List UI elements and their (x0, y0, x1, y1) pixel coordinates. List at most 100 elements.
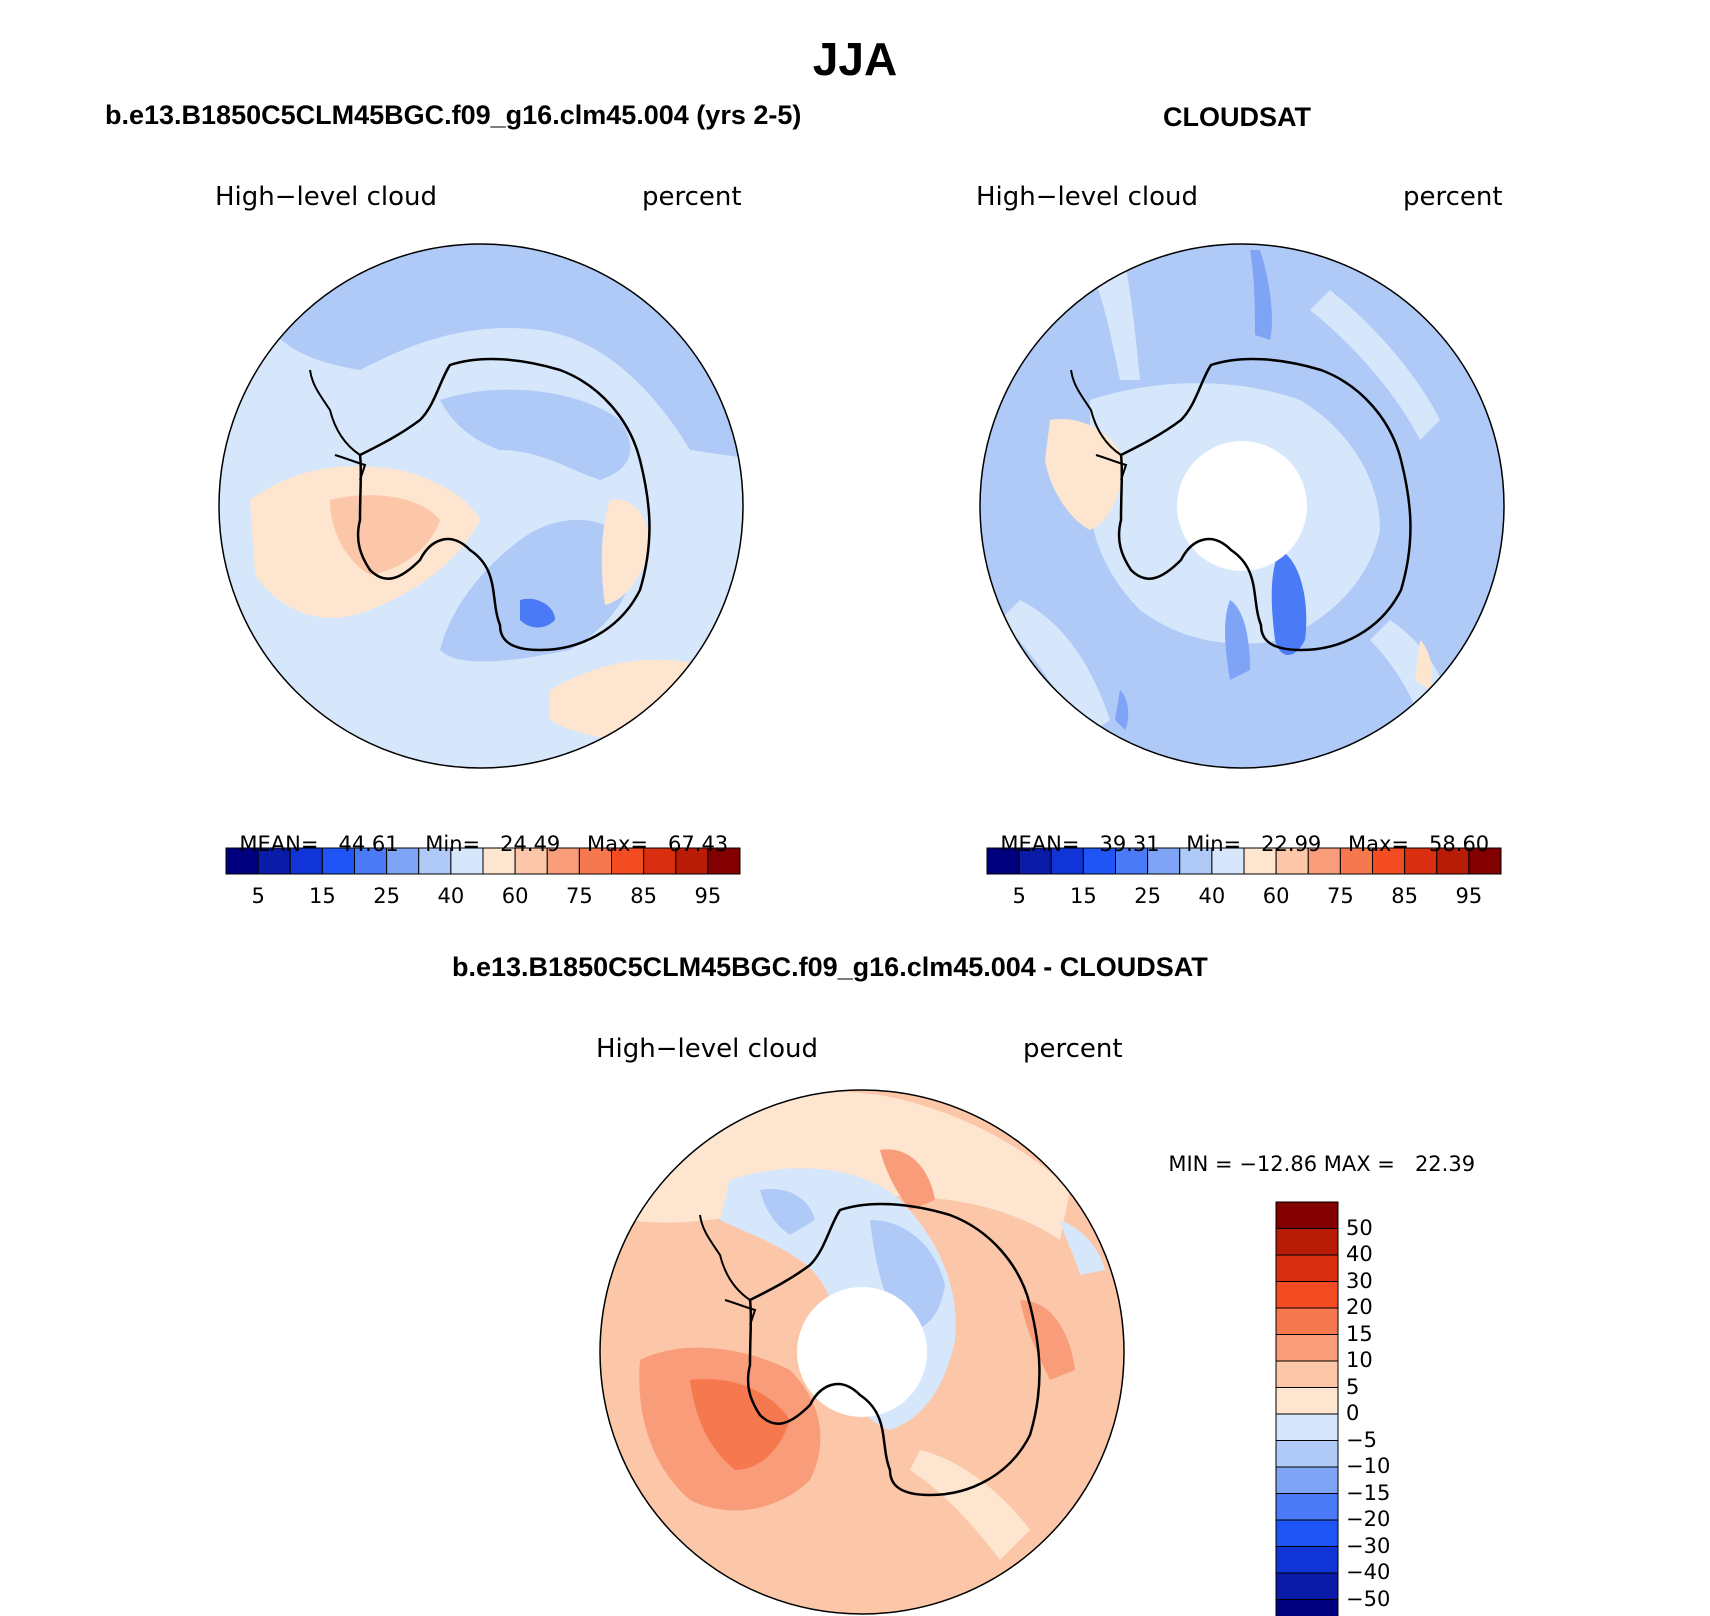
colorbar-diff-tick-label: 50 (1346, 1215, 1373, 1240)
colorbar-diff-swatch (1275, 1307, 1339, 1335)
stat-max: 22.39 (1414, 1152, 1476, 1176)
colorbar-diff-tick-label: 0 (1346, 1401, 1360, 1425)
colorbar-right-swatch (1339, 847, 1373, 875)
colorbar-right-swatch (1018, 847, 1052, 875)
colorbar-diff-swatch (1275, 1360, 1339, 1388)
colorbar-diff-swatch (1275, 1228, 1339, 1256)
colorbar-diff-swatch (1275, 1413, 1339, 1441)
colorbar-right-swatch (1307, 847, 1341, 875)
colorbar-left-swatch (321, 847, 355, 875)
colorbar-right-tick-label: 85 (1391, 884, 1418, 908)
colorbar-diff (1275, 1201, 1339, 1616)
colorbar-diff-tick-label: 15 (1346, 1321, 1373, 1346)
colorbar-diff-swatch (1275, 1334, 1339, 1362)
stat-max-label: Max= (587, 832, 649, 856)
stat-min: −12.86 (1239, 1152, 1318, 1176)
colorbar-left-swatch (643, 847, 677, 875)
colorbar-right-swatch (1468, 847, 1502, 875)
colorbar-diff-tick-label: −40 (1346, 1560, 1391, 1584)
map-left (218, 243, 744, 769)
stat-min-label: MIN = (1168, 1152, 1233, 1176)
colorbar-right-swatch (1147, 847, 1181, 875)
colorbar-left-tick-label: 25 (373, 884, 400, 908)
colorbar-diff-tick-label: −10 (1346, 1454, 1391, 1478)
colorbar-diff-swatch (1275, 1572, 1339, 1600)
colorbar-diff-swatch (1275, 1599, 1339, 1616)
colorbar-diff-swatch (1275, 1493, 1339, 1521)
colorbar-diff-swatch (1275, 1281, 1339, 1309)
stat-min: 22.99 (1261, 832, 1322, 856)
colorbar-left-swatch (418, 847, 452, 875)
stat-max: 58.60 (1429, 832, 1490, 856)
colorbar-diff-tick-label: 5 (1346, 1374, 1360, 1399)
colorbar-left-swatch (354, 847, 388, 875)
colorbar-diff-swatch (1275, 1440, 1339, 1468)
colorbar-diff-swatch (1275, 1519, 1339, 1547)
colorbar-left-tick-label: 75 (566, 884, 593, 908)
colorbar-left-swatch (611, 847, 645, 875)
colorbar-right-tick-label: 25 (1134, 884, 1161, 908)
panel-right-units: percent (1403, 182, 1503, 212)
colorbar-left-tick-label: 5 (251, 884, 265, 908)
colorbar-diff-tick-label: 10 (1346, 1348, 1373, 1372)
colorbar-diff-tick-label: 20 (1346, 1295, 1373, 1319)
colorbar-diff-tick-label: −30 (1346, 1533, 1391, 1558)
colorbar-diff-tick-label: 40 (1346, 1242, 1373, 1266)
colorbar-diff-swatch (1275, 1387, 1339, 1415)
panel-diff-variable: High−level cloud (596, 1034, 819, 1064)
colorbar-right-tick-label: 40 (1198, 884, 1226, 908)
colorbar-left-swatch (225, 847, 259, 875)
colorbar-right-swatch (1211, 847, 1245, 875)
panel-right-stats: MEAN= 39.31 Min= 22.99 Max= 58.60 (987, 808, 1489, 856)
stat-min-label: Min= (1186, 832, 1242, 856)
panel-diff-units: percent (1023, 1034, 1123, 1064)
stat-max-label: Max= (1348, 832, 1410, 856)
panel-right-variable: High−level cloud (976, 182, 1199, 212)
colorbar-diff-swatch (1275, 1254, 1339, 1282)
colorbar-left-tick-label: 85 (630, 884, 657, 908)
colorbar-left-swatch (675, 847, 709, 875)
stat-max-label: MAX = (1323, 1152, 1395, 1176)
colorbar-diff-tick-label: −20 (1346, 1507, 1391, 1531)
stat-mean-label: MEAN= (1000, 832, 1080, 856)
panel-diff-stats: MIN = −12.86 MAX = 22.39 (1155, 1128, 1475, 1176)
colorbar-right-tick-label: 15 (1070, 884, 1097, 908)
colorbar-diff-tick-label: −50 (1346, 1586, 1391, 1611)
colorbar-right (986, 847, 1502, 875)
colorbar-right-swatch (1243, 847, 1277, 875)
colorbar-left-swatch (257, 847, 291, 875)
colorbar-diff-tick-label: 30 (1346, 1268, 1373, 1293)
colorbar-diff-swatch (1275, 1201, 1339, 1229)
colorbar-diff-swatch (1275, 1546, 1339, 1574)
colorbar-right-tick-label: 5 (1012, 884, 1026, 908)
panel-diff-title: b.e13.B1850C5CLM45BGC.f09_g16.clm45.004 … (452, 952, 1208, 982)
colorbar-left-tick-label: 60 (501, 884, 529, 908)
colorbar-right-swatch (1115, 847, 1149, 875)
map-diff (599, 1089, 1125, 1615)
colorbar-left (225, 847, 741, 875)
colorbar-right-tick-label: 60 (1262, 884, 1290, 908)
colorbar-left-swatch (578, 847, 612, 875)
panel-left-stats: MEAN= 44.61 Min= 24.49 Max= 67.43 (226, 808, 728, 856)
colorbar-left-swatch (386, 847, 420, 875)
colorbar-right-swatch (1404, 847, 1438, 875)
stat-min: 24.49 (500, 832, 561, 856)
panel-left-variable: High−level cloud (215, 182, 438, 212)
stat-min-label: Min= (425, 832, 481, 856)
colorbar-diff-swatch (1275, 1466, 1339, 1494)
panel-right-title: CLOUDSAT (1163, 102, 1311, 132)
stat-max: 67.43 (668, 832, 729, 856)
colorbar-diff-tick-label: −15 (1346, 1480, 1391, 1505)
colorbar-left-tick-label: 15 (309, 884, 336, 908)
stat-mean: 44.61 (338, 832, 399, 856)
colorbar-left-swatch (707, 847, 741, 875)
colorbar-right-swatch (1082, 847, 1116, 875)
panel-left-title: b.e13.B1850C5CLM45BGC.f09_g16.clm45.004 … (105, 100, 802, 130)
colorbar-right-swatch (1050, 847, 1084, 875)
panel-left-units: percent (642, 182, 742, 212)
stat-mean: 39.31 (1099, 832, 1160, 856)
page-title: JJA (812, 33, 898, 85)
map-right (979, 243, 1505, 769)
stat-mean-label: MEAN= (239, 832, 319, 856)
